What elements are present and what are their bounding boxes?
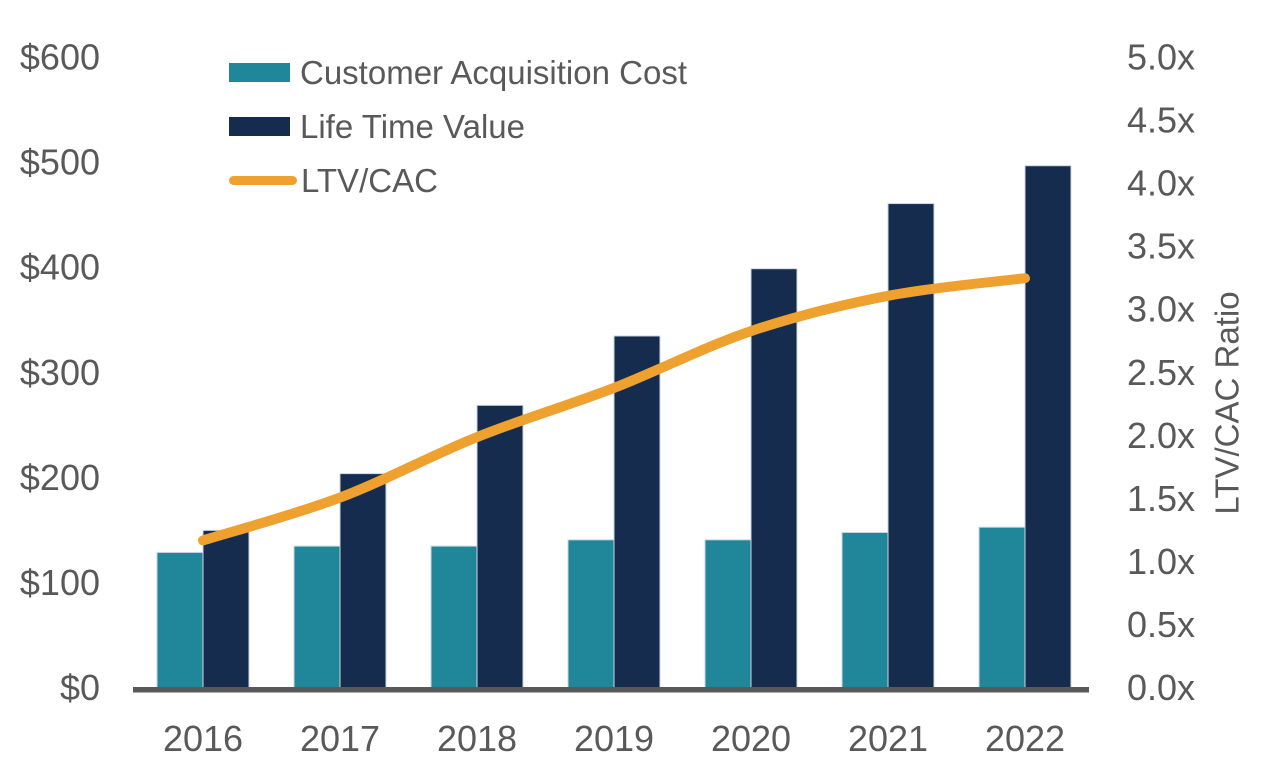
left-axis-tick-label: $400 bbox=[20, 247, 100, 288]
legend: Customer Acquisition Cost Life Time Valu… bbox=[229, 46, 687, 208]
x-axis-label-2020: 2020 bbox=[711, 718, 791, 759]
right-axis-tick-label: 2.0x bbox=[1127, 415, 1195, 456]
bar-ltv-2016 bbox=[202, 529, 250, 689]
ltv-series-swatch bbox=[229, 116, 290, 136]
x-axis-label-2022: 2022 bbox=[985, 718, 1065, 759]
legend-item-cac: Customer Acquisition Cost bbox=[229, 46, 687, 98]
bar-cac-2021 bbox=[841, 531, 889, 689]
bar-cac-2016 bbox=[156, 551, 204, 689]
legend-item-ratio: LTV/CAC bbox=[229, 154, 687, 206]
x-axis-label-2021: 2021 bbox=[848, 718, 928, 759]
right-axis-tick-label: 3.0x bbox=[1127, 289, 1195, 330]
bar-ltv-2020 bbox=[750, 268, 798, 689]
legend-label-ratio: LTV/CAC bbox=[301, 161, 438, 199]
right-axis-tick-label: 5.0x bbox=[1127, 37, 1195, 78]
right-axis-tick-label: 1.5x bbox=[1127, 478, 1195, 519]
bar-cac-2017 bbox=[293, 545, 341, 689]
right-axis-tick-label: 2.5x bbox=[1127, 352, 1195, 393]
bar-ltv-2022 bbox=[1024, 165, 1072, 689]
legend-label-ltv: Life Time Value bbox=[300, 107, 526, 145]
right-axis-tick-label: 3.5x bbox=[1127, 226, 1195, 267]
legend-item-ltv: Life Time Value bbox=[229, 100, 687, 152]
left-axis-tick-label: $500 bbox=[20, 142, 100, 183]
left-axis-tick-label: $0 bbox=[60, 667, 100, 708]
right-axis-tick-label: 0.0x bbox=[1127, 667, 1195, 708]
bar-ltv-2019 bbox=[613, 335, 661, 689]
bar-cac-2018 bbox=[430, 545, 478, 689]
right-axis-tick-label: 4.5x bbox=[1127, 100, 1195, 141]
bar-ltv-2018 bbox=[476, 404, 524, 689]
bar-cac-2020 bbox=[704, 539, 752, 689]
left-axis-tick-label: $200 bbox=[20, 457, 100, 498]
left-axis-tick-label: $100 bbox=[20, 562, 100, 603]
bar-cac-2022 bbox=[978, 526, 1026, 689]
ltv-cac-ratio-line bbox=[198, 273, 1030, 546]
x-axis-line bbox=[133, 687, 1089, 693]
bar-ltv-2017 bbox=[339, 473, 387, 689]
x-axis-label-2018: 2018 bbox=[437, 718, 517, 759]
ratio-line-swatch bbox=[229, 175, 297, 185]
bar-ltv-2021 bbox=[887, 203, 935, 689]
right-axis-tick-label: 0.5x bbox=[1127, 604, 1195, 645]
left-axis-tick-label: $600 bbox=[20, 37, 100, 78]
x-axis-label-2017: 2017 bbox=[300, 718, 380, 759]
legend-label-cac: Customer Acquisition Cost bbox=[300, 53, 687, 91]
left-axis-tick-label: $300 bbox=[20, 352, 100, 393]
bar-cac-2019 bbox=[567, 539, 615, 689]
right-axis-tick-label: 1.0x bbox=[1127, 541, 1195, 582]
cac-series-swatch bbox=[229, 62, 290, 82]
right-axis-tick-label: 4.0x bbox=[1127, 163, 1195, 204]
right-axis-title: LTV/CAC Ratio bbox=[1208, 291, 1246, 515]
x-axis-label-2016: 2016 bbox=[163, 718, 243, 759]
x-axis-label-2019: 2019 bbox=[574, 718, 654, 759]
